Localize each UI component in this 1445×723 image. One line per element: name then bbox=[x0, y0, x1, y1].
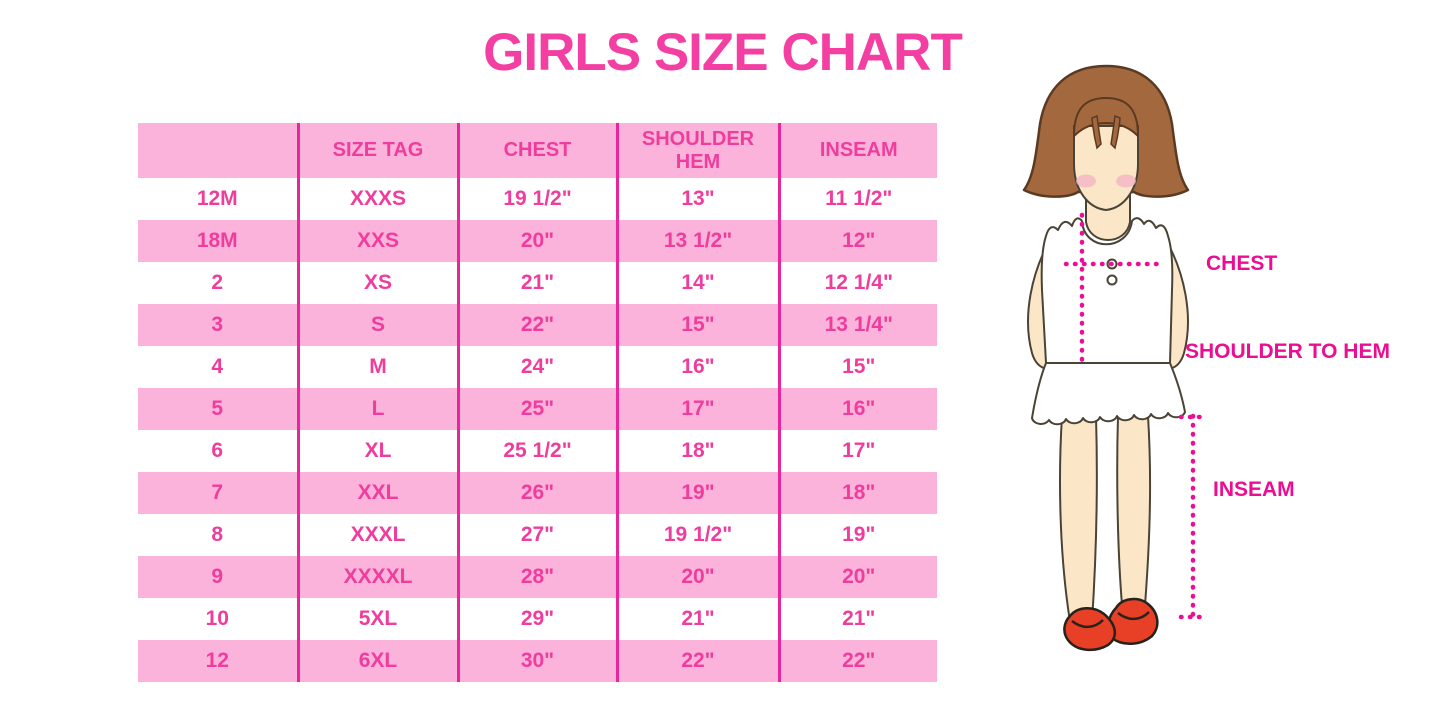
table-cell: 16" bbox=[779, 388, 937, 430]
page-title: GIRLS SIZE CHART bbox=[483, 23, 963, 82]
table-cell: 13 1/2" bbox=[617, 220, 781, 262]
table-cell: 12M bbox=[138, 178, 300, 220]
chest-label: CHEST bbox=[1206, 252, 1278, 275]
table-cell: XS bbox=[298, 262, 460, 304]
table-cell: 29" bbox=[458, 598, 619, 640]
girl-illustration bbox=[1022, 64, 1209, 652]
girl-blush bbox=[1076, 174, 1136, 188]
table-cell: 18" bbox=[617, 430, 781, 472]
table-cell: 7 bbox=[138, 472, 300, 514]
table-row: 18M XXS 20" 13 1/2" 12" bbox=[138, 220, 937, 262]
table-cell: 18M bbox=[138, 220, 300, 262]
table-header-cell: SIZE TAG bbox=[298, 123, 460, 178]
table-cell: 17" bbox=[617, 388, 781, 430]
table-cell: 10 bbox=[138, 598, 300, 640]
table-cell: 25 1/2" bbox=[458, 430, 619, 472]
table-cell: 20" bbox=[779, 556, 937, 598]
table-cell: XL bbox=[298, 430, 460, 472]
table-cell: XXXS bbox=[298, 178, 460, 220]
table-cell: 11 1/2" bbox=[779, 178, 937, 220]
table-cell: 12" bbox=[779, 220, 937, 262]
table-cell: XXS bbox=[298, 220, 460, 262]
table-cell: 14" bbox=[617, 262, 781, 304]
table-cell: 12 1/4" bbox=[779, 262, 937, 304]
table-cell: 20" bbox=[458, 220, 619, 262]
table-cell: 21" bbox=[779, 598, 937, 640]
girl-hair-strands bbox=[1091, 114, 1121, 150]
table-cell: 2 bbox=[138, 262, 300, 304]
table-header-cell: INSEAM bbox=[779, 123, 937, 178]
table-cell: S bbox=[298, 304, 460, 346]
table-cell: XXL bbox=[298, 472, 460, 514]
table-cell: 8 bbox=[138, 514, 300, 556]
table-cell: 19 1/2" bbox=[617, 514, 781, 556]
table-cell: 30" bbox=[458, 640, 619, 682]
table-row: 6 XL 25 1/2" 18" 17" bbox=[138, 430, 937, 472]
table-cell: 19" bbox=[617, 472, 781, 514]
girl-face bbox=[1073, 125, 1139, 212]
table-cell: M bbox=[298, 346, 460, 388]
table-cell: 20" bbox=[617, 556, 781, 598]
table-cell: 13 1/4" bbox=[779, 304, 937, 346]
table-cell: 6XL bbox=[298, 640, 460, 682]
table-row: 5 L 25" 17" 16" bbox=[138, 388, 937, 430]
table-cell: 15" bbox=[617, 304, 781, 346]
table-row: 12 6XL 30" 22" 22" bbox=[138, 640, 937, 682]
inseam-measure-line bbox=[1178, 413, 1209, 621]
table-cell: 16" bbox=[617, 346, 781, 388]
table-cell: 27" bbox=[458, 514, 619, 556]
table-cell: 21" bbox=[458, 262, 619, 304]
table-cell: 9 bbox=[138, 556, 300, 598]
size-table-body: 12M XXXS 19 1/2" 13" 11 1/2" 18M XXS 20" 13 1/2"… bbox=[138, 178, 937, 682]
table-header-cell: CHEST bbox=[458, 123, 619, 178]
table-cell: 5 bbox=[138, 388, 300, 430]
size-table: SIZE TAG CHEST SHOULDER HEM INSEAM 12M XXXS 1… bbox=[138, 123, 937, 682]
girl-shoes bbox=[1063, 597, 1159, 652]
table-header-row: SIZE TAG CHEST SHOULDER HEM INSEAM bbox=[138, 123, 937, 178]
table-cell: 25" bbox=[458, 388, 619, 430]
table-cell: 21" bbox=[617, 598, 781, 640]
table-cell: 6 bbox=[138, 430, 300, 472]
measurement-figure: CHEST SHOULDER TO HEM INSEAM bbox=[980, 60, 1445, 723]
table-row: 12M XXXS 19 1/2" 13" 11 1/2" bbox=[138, 178, 937, 220]
table-cell: 22" bbox=[617, 640, 781, 682]
shoulder-to-hem-label: SHOULDER TO HEM bbox=[1185, 340, 1390, 363]
table-row: 2 XS 21" 14" 12 1/4" bbox=[138, 262, 937, 304]
table-row: 8 XXXL 27" 19 1/2" 19" bbox=[138, 514, 937, 556]
size-chart-table: SIZE TAG CHEST SHOULDER HEM INSEAM 12M XXXS 1… bbox=[138, 123, 937, 682]
girl-top bbox=[1040, 217, 1174, 364]
table-cell: 22" bbox=[779, 640, 937, 682]
size-table-head: SIZE TAG CHEST SHOULDER HEM INSEAM bbox=[138, 123, 937, 178]
inseam-label: INSEAM bbox=[1213, 478, 1295, 501]
table-cell: 24" bbox=[458, 346, 619, 388]
table-cell: 3 bbox=[138, 304, 300, 346]
table-row: 4 M 24" 16" 15" bbox=[138, 346, 937, 388]
table-header-cell bbox=[138, 123, 300, 178]
girl-legs bbox=[1059, 415, 1152, 623]
table-cell: L bbox=[298, 388, 460, 430]
table-cell: 17" bbox=[779, 430, 937, 472]
girl-top-buttons bbox=[1106, 258, 1118, 286]
table-row: 7 XXL 26" 19" 18" bbox=[138, 472, 937, 514]
table-cell: 26" bbox=[458, 472, 619, 514]
table-cell: 13" bbox=[617, 178, 781, 220]
table-cell: 28" bbox=[458, 556, 619, 598]
table-cell: 15" bbox=[779, 346, 937, 388]
table-cell: 18" bbox=[779, 472, 937, 514]
table-row: 9 XXXXL 28" 20" 20" bbox=[138, 556, 937, 598]
table-header-cell: SHOULDER HEM bbox=[617, 123, 781, 178]
table-cell: 19 1/2" bbox=[458, 178, 619, 220]
table-cell: 12 bbox=[138, 640, 300, 682]
table-cell: XXXL bbox=[298, 514, 460, 556]
table-cell: 19" bbox=[779, 514, 937, 556]
table-cell: XXXXL bbox=[298, 556, 460, 598]
table-row: 10 5XL 29" 21" 21" bbox=[138, 598, 937, 640]
girl-skirt bbox=[1031, 362, 1186, 426]
table-cell: 4 bbox=[138, 346, 300, 388]
table-cell: 5XL bbox=[298, 598, 460, 640]
table-row: 3 S 22" 15" 13 1/4" bbox=[138, 304, 937, 346]
table-cell: 22" bbox=[458, 304, 619, 346]
